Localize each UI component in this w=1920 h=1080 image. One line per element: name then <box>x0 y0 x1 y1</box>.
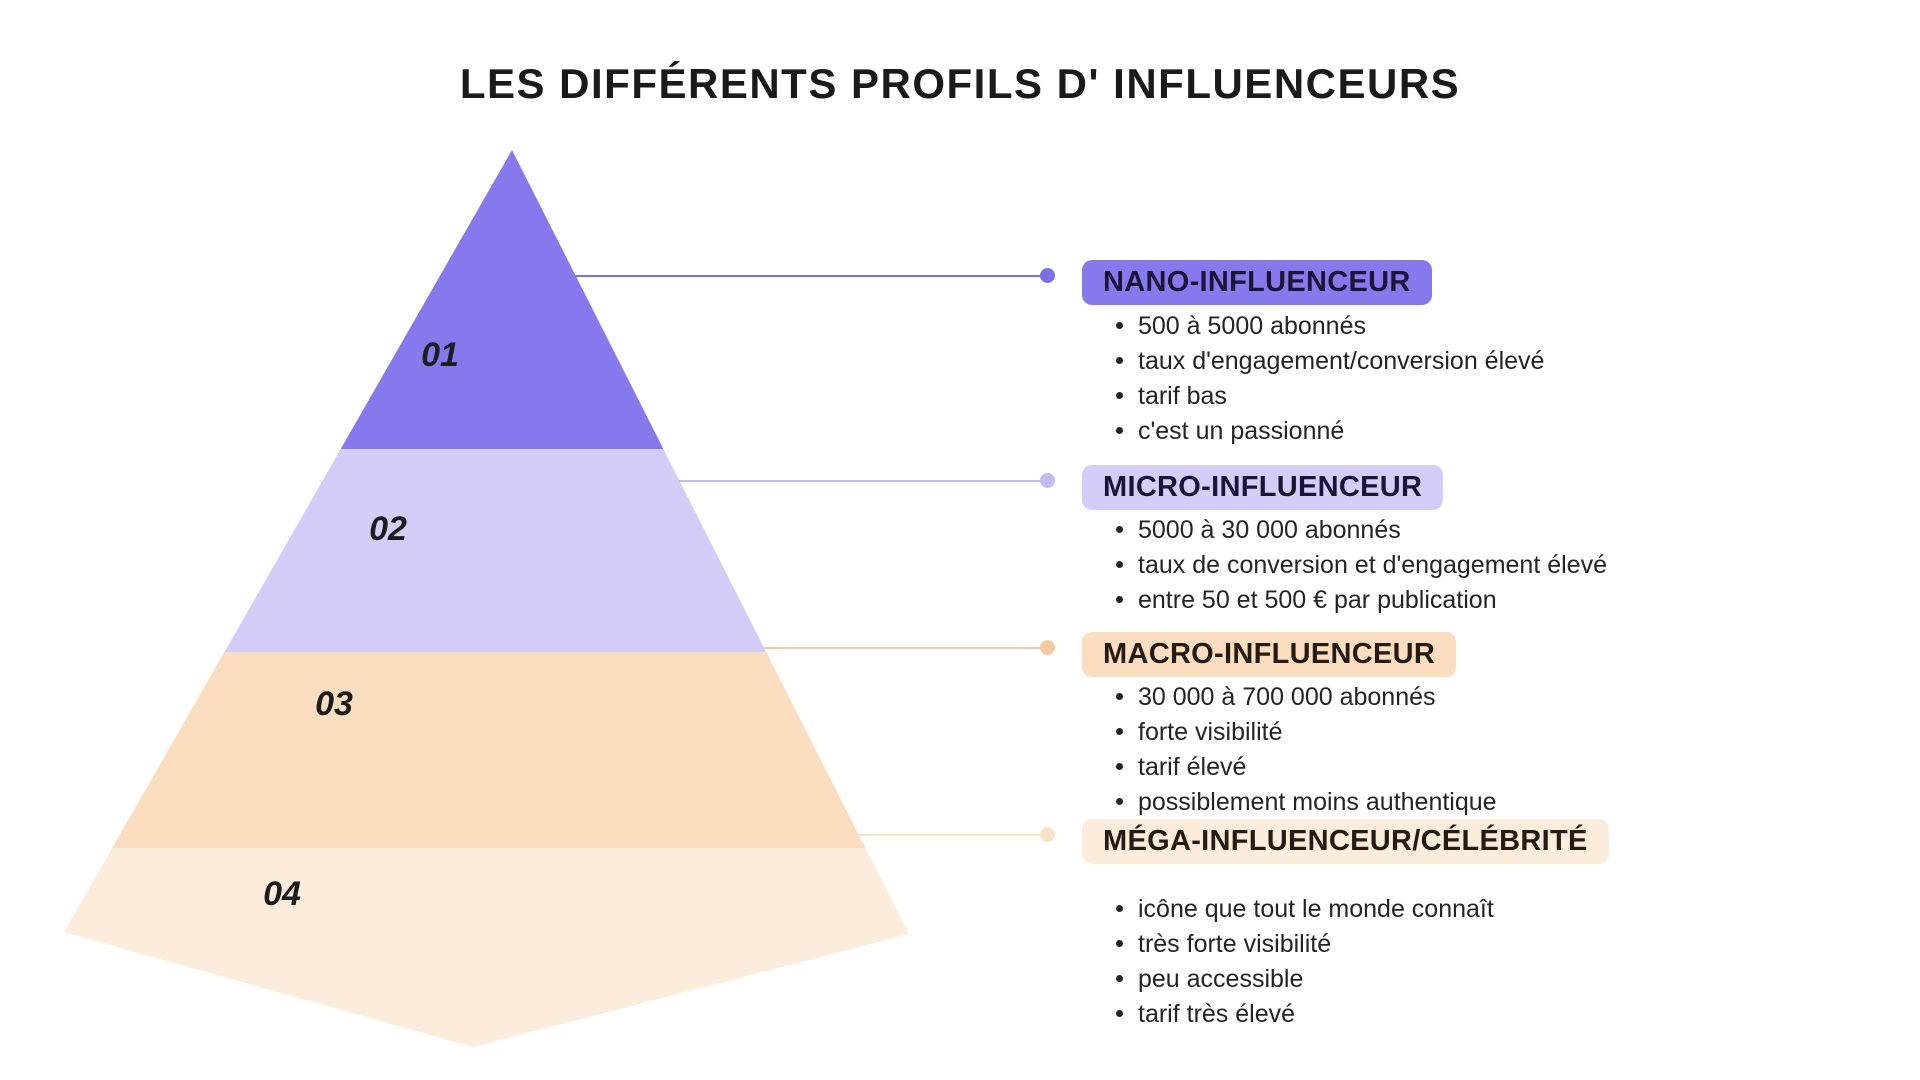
svg-text:01: 01 <box>421 336 459 374</box>
svg-text:04: 04 <box>263 875 301 913</box>
svg-text:03: 03 <box>315 685 353 723</box>
svg-text:02: 02 <box>369 510 407 548</box>
